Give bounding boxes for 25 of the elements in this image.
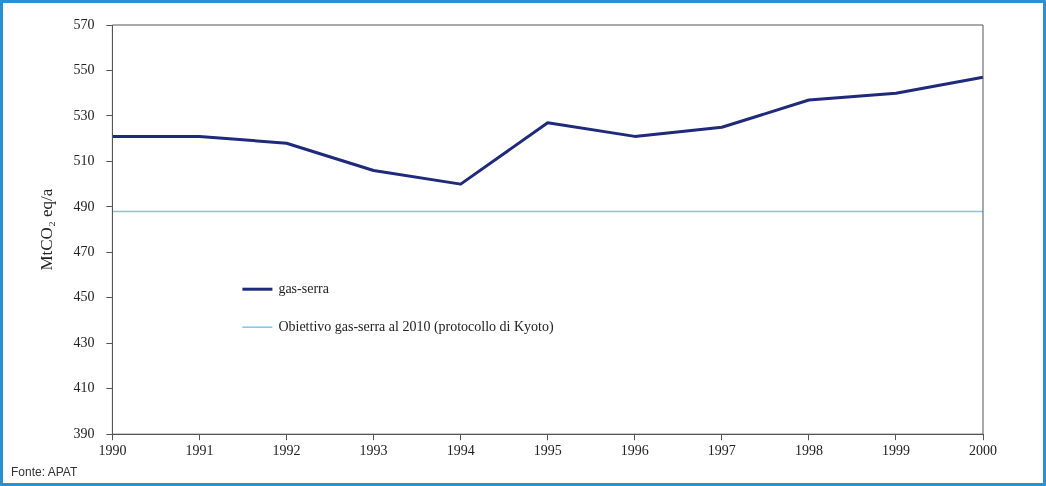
x-tick-label: 1990 (98, 443, 127, 459)
y-tick-label: 410 (73, 380, 95, 396)
y-tick-label: 470 (73, 244, 95, 260)
y-tick-label: 530 (73, 107, 95, 123)
y-tick-label: 490 (73, 198, 95, 214)
x-tick-label: 1999 (881, 443, 910, 459)
x-tick-label: 1998 (794, 443, 823, 459)
y-tick-label: 550 (73, 62, 95, 78)
x-tick-label: 1994 (446, 443, 475, 459)
y-tick-label: 570 (73, 16, 95, 32)
legend-label: gas-serra (278, 280, 330, 296)
y-tick-label: 510 (73, 153, 95, 169)
x-tick-label: 1993 (359, 443, 388, 459)
x-tick-label: 1996 (620, 443, 649, 459)
x-tick-label: 1995 (533, 443, 562, 459)
legend-label: Obiettivo gas-serra al 2010 (protocollo di Kyoto) (278, 318, 555, 335)
y-tick-label: 450 (73, 289, 95, 305)
y-tick-label: 390 (73, 425, 95, 441)
source-note: Fonte: APAT (11, 465, 78, 479)
x-tick-label: 2000 (969, 443, 997, 459)
x-tick-label: 1991 (185, 443, 214, 459)
y-axis-title: MtCO₂ eq/a (36, 188, 56, 271)
y-tick-label: 430 (73, 334, 95, 350)
x-tick-label: 1997 (707, 443, 736, 459)
x-tick-label: 1992 (272, 443, 301, 459)
